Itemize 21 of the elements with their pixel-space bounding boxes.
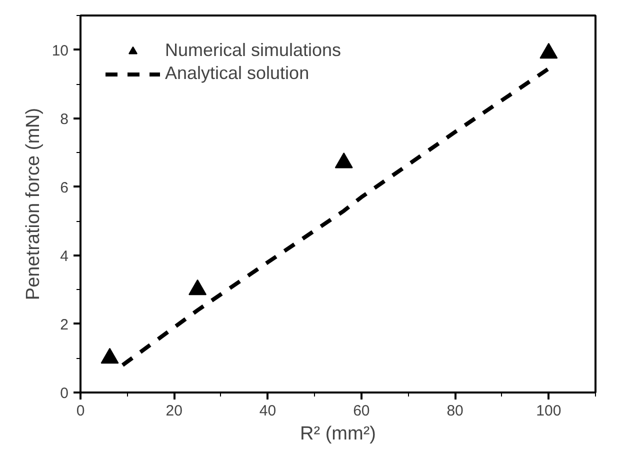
x-tick-label: 0 [76,402,85,420]
x-tick-label: 100 [536,402,562,420]
point [188,279,207,296]
x-tick-label: 20 [166,402,182,420]
y-tick-label: 0 [60,385,68,402]
y-tick-label: 2 [60,316,68,334]
legend-label: Analytical solution [165,63,310,84]
point [540,42,558,59]
y-tick-label: 4 [60,248,68,265]
line-series [120,66,551,368]
x-tick-label: 40 [259,402,276,420]
x-axis-title: R² (mm²) [300,424,376,444]
y-axis-title: Penetration force (mN) [22,108,44,300]
point [100,348,119,364]
x-tick-label: 80 [446,402,464,420]
legend-label: Numerical simulations [165,40,342,61]
x-tick-label: 60 [353,402,370,420]
y-tick-label: 8 [60,110,68,128]
point [334,152,353,168]
y-tick-label: 6 [60,179,68,196]
y-tick-label: 10 [52,42,69,60]
